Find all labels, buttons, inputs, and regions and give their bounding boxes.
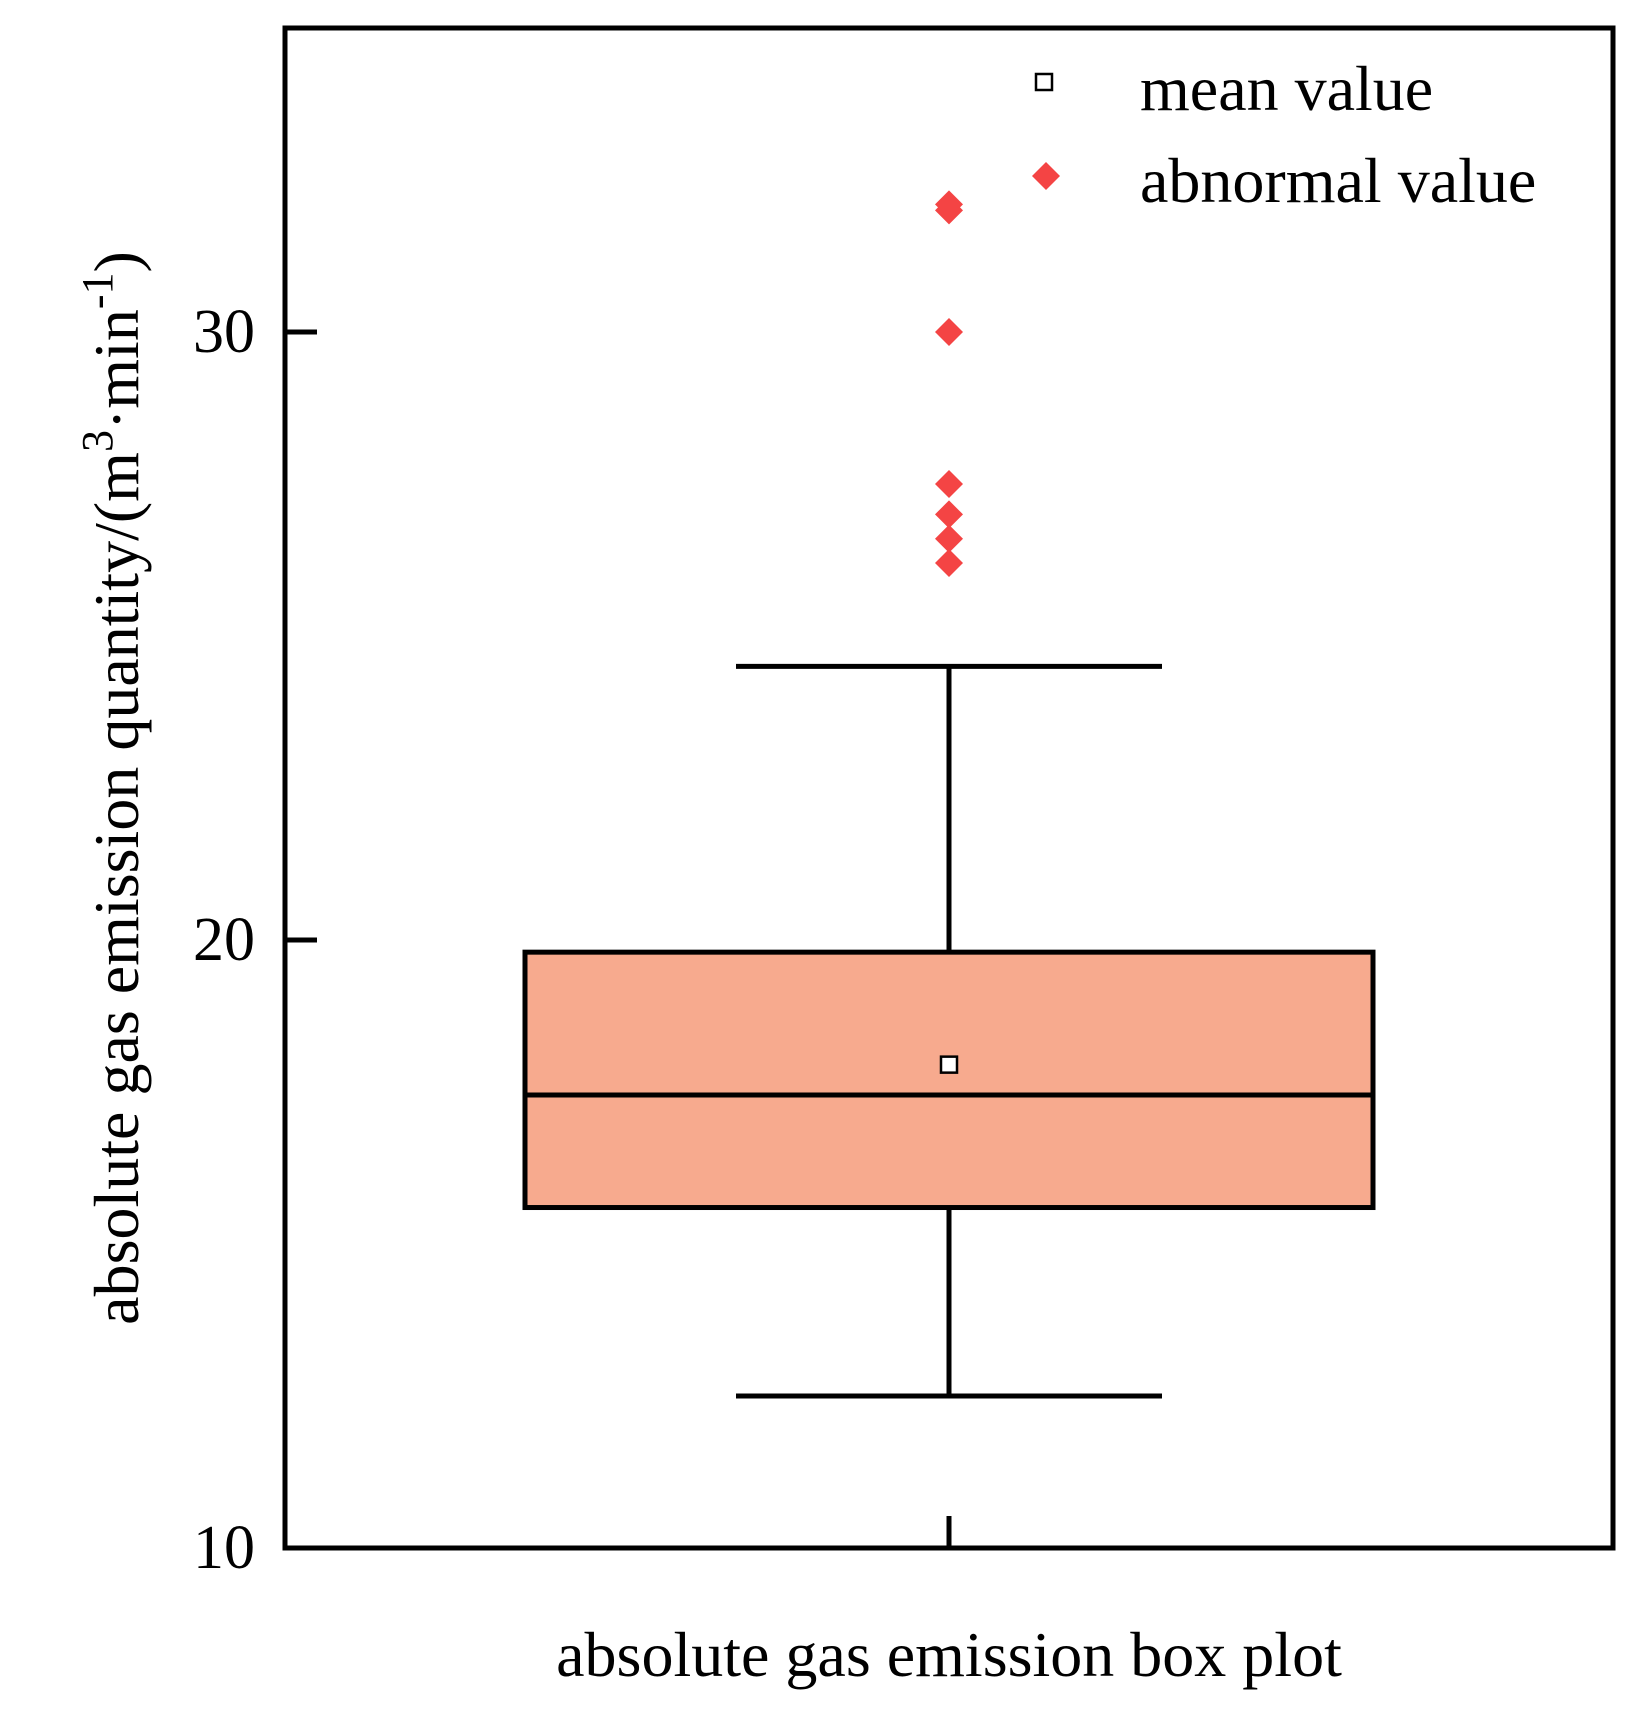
outlier-point-5 [935,524,963,553]
y-axis-ticks: 10 20 30 [193,298,317,1582]
outlier-points [935,190,963,578]
y-axis-title-sup1: 3 [73,430,122,452]
outlier-point-2 [935,318,963,346]
y-axis-title: absolute gas emission quantity/(m3·min-1… [73,251,152,1325]
legend-label-abnormal: abnormal value [1140,145,1536,216]
box-plot [522,663,1376,1399]
legend-marker-mean [1034,72,1054,92]
y-tick-label-10: 10 [193,1514,255,1582]
y-axis-title-sup2: -1 [73,273,122,310]
outlier-point-6 [935,549,963,578]
x-axis-title: absolute gas emission box plot [556,1619,1342,1690]
mean-marker [939,1055,959,1074]
legend: mean value abnormal value [1032,53,1536,216]
y-tick-label-20: 20 [193,906,255,974]
y-axis-title-mid: ·min [81,309,152,430]
y-axis-title-end: ) [81,251,152,272]
legend-label-mean: mean value [1140,53,1433,124]
outlier-point-4 [935,500,963,529]
legend-marker-abnormal [1032,162,1060,190]
y-tick-label-30: 30 [193,298,255,366]
outlier-point-3 [935,470,963,498]
outlier-point-1 [935,196,963,225]
y-axis-title-main: absolute gas emission quantity/(m [81,452,152,1325]
iqr-box [522,949,1376,1211]
